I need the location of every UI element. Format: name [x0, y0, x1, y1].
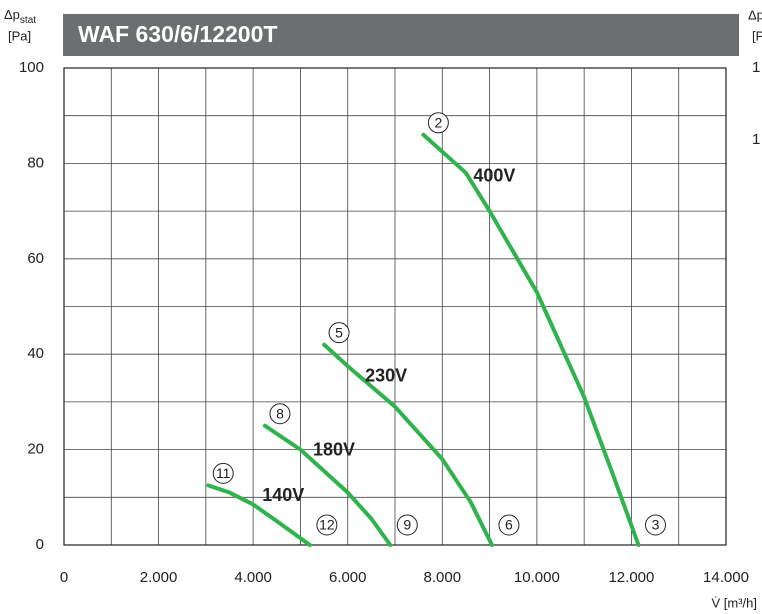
fragment-tick: 1 — [752, 131, 760, 148]
chart-title: WAF 630/6/12200T — [78, 21, 277, 47]
x-tick-label: 8.000 — [424, 569, 462, 586]
legend-label: 180V — [313, 440, 355, 460]
y-tick-label: 60 — [27, 250, 44, 267]
x-axis-label: V̇ [m³/h] — [711, 595, 757, 610]
x-tick-label: 0 — [60, 569, 68, 586]
y-tick-label: 0 — [36, 536, 44, 553]
fan-curve — [206, 483, 312, 547]
legend-label: 140V — [262, 485, 304, 505]
x-tick-label: 2.000 — [140, 569, 178, 586]
y-tick-label: 80 — [27, 154, 44, 171]
point-label: 6 — [505, 517, 513, 533]
x-tick-label: 10.000 — [514, 569, 560, 586]
y-axis-unit: [Pa] — [8, 28, 31, 43]
point-label: 8 — [276, 405, 284, 421]
point-marker — [427, 112, 449, 134]
y-tick-label: 100 — [19, 59, 44, 76]
y-sub: stat — [20, 15, 36, 26]
y-tick-label: 40 — [27, 345, 44, 362]
point-label: 3 — [652, 517, 660, 533]
point-label: 12 — [319, 517, 335, 533]
fan-curve — [262, 423, 393, 547]
x-tick-label: 14.000 — [703, 569, 749, 586]
y-symbol: Δp — [4, 7, 20, 22]
legend-label: 400V — [473, 166, 515, 186]
point-marker — [269, 403, 291, 425]
point-label: 2 — [434, 114, 442, 130]
y-axis-symbol: Δpstat — [4, 7, 36, 25]
fragment-tick: 1 — [752, 59, 760, 76]
fan-curve — [421, 132, 641, 547]
point-marker — [328, 322, 350, 344]
fan-curve — [322, 342, 494, 547]
title-banner — [63, 14, 739, 56]
x-tick-label: 6.000 — [329, 569, 367, 586]
plot-frame — [63, 67, 727, 546]
point-marker — [645, 514, 667, 536]
point-label: 11 — [216, 465, 231, 481]
point-label: 5 — [335, 324, 343, 340]
legend-label: 230V — [365, 365, 407, 385]
point-marker — [316, 514, 338, 536]
point-marker — [212, 462, 234, 484]
point-marker — [498, 514, 520, 536]
point-label: 9 — [403, 517, 411, 533]
x-tick-label: 12.000 — [608, 569, 654, 586]
fragment-label: Δp — [748, 7, 762, 22]
fragment-unit: [P — [752, 28, 762, 43]
y-tick-label: 20 — [27, 441, 44, 458]
x-tick-label: 4.000 — [234, 569, 272, 586]
point-marker — [396, 514, 418, 536]
